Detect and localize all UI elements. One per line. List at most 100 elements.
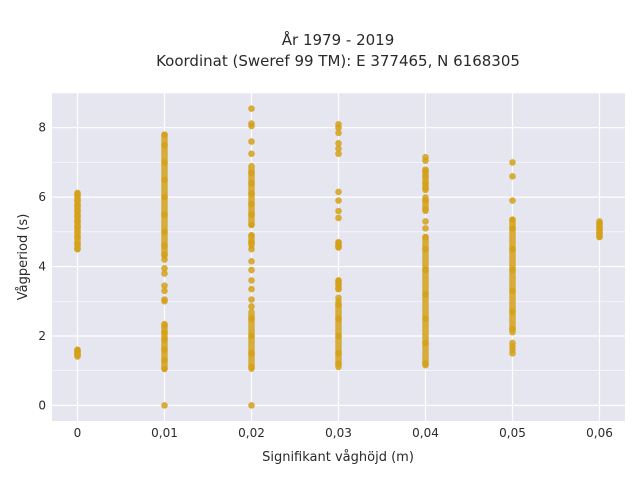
- data-point: [248, 190, 255, 197]
- data-point: [335, 214, 342, 222]
- data-point: [74, 233, 81, 241]
- data-point: [161, 282, 168, 289]
- data-point: [509, 325, 516, 333]
- data-point: [422, 245, 429, 253]
- y-tick-label: 2: [38, 329, 46, 343]
- data-point: [161, 296, 168, 303]
- data-point: [335, 277, 342, 284]
- data-point: [248, 221, 255, 229]
- data-point: [335, 294, 342, 302]
- data-point: [74, 346, 81, 354]
- y-axis-ticks: 0 2 4 6 8: [38, 121, 46, 413]
- data-point: [422, 360, 429, 368]
- data-point: [509, 216, 516, 223]
- data-point: [161, 402, 168, 409]
- data-point: [335, 150, 342, 158]
- data-point: [248, 179, 255, 187]
- data-point: [335, 120, 342, 128]
- data-point: [422, 173, 429, 180]
- data-point: [248, 150, 255, 158]
- data-point: [74, 189, 81, 197]
- x-axis-ticks: 0 0,01 0,02 0,03 0,04 0,05 0,06: [74, 426, 613, 440]
- chart-title-line2: Koordinat (Sweref 99 TM): E 377465, N 61…: [156, 52, 520, 70]
- data-point: [74, 223, 81, 230]
- data-point: [509, 287, 516, 295]
- data-point: [335, 301, 342, 309]
- data-point: [74, 197, 81, 204]
- data-point: [509, 173, 516, 180]
- data-point: [161, 228, 168, 236]
- x-tick-label: 0,02: [238, 426, 265, 440]
- data-point: [509, 266, 516, 274]
- x-tick-label: 0: [74, 426, 82, 440]
- data-point: [422, 185, 429, 192]
- data-point: [248, 238, 255, 246]
- data-point: [74, 218, 81, 225]
- data-point: [74, 245, 81, 253]
- data-point: [335, 140, 342, 147]
- data-point: [248, 232, 255, 239]
- data-point: [248, 211, 255, 218]
- data-point: [422, 205, 429, 213]
- y-tick-label: 0: [38, 398, 46, 412]
- data-point: [422, 197, 429, 204]
- data-point: [509, 197, 516, 204]
- y-tick-label: 6: [38, 190, 46, 204]
- data-points: [74, 105, 603, 409]
- y-tick-label: 8: [38, 121, 46, 135]
- data-point: [248, 277, 255, 284]
- data-point: [161, 270, 168, 277]
- data-point: [161, 264, 168, 272]
- data-point: [335, 129, 342, 137]
- data-point: [161, 329, 168, 336]
- data-point: [161, 242, 168, 250]
- data-point: [596, 218, 603, 225]
- data-point: [74, 207, 81, 215]
- data-point: [335, 188, 342, 196]
- data-point: [248, 285, 255, 293]
- x-tick-label: 0,06: [586, 426, 613, 440]
- data-point: [335, 145, 342, 152]
- data-point: [248, 315, 255, 322]
- data-point: [248, 245, 255, 253]
- x-tick-label: 0,04: [412, 426, 439, 440]
- data-point: [161, 365, 168, 373]
- data-point: [248, 120, 255, 127]
- data-point: [422, 153, 429, 161]
- chart-title-line1: År 1979 - 2019: [282, 30, 395, 49]
- data-point: [161, 336, 168, 343]
- data-point: [335, 360, 342, 368]
- data-point: [161, 356, 168, 364]
- data-point: [422, 339, 429, 347]
- data-point: [248, 138, 255, 145]
- data-point: [161, 141, 168, 149]
- data-point: [248, 363, 255, 371]
- data-point: [161, 256, 168, 263]
- data-point: [161, 131, 168, 138]
- data-point: [335, 332, 342, 340]
- data-point: [248, 303, 255, 310]
- data-point: [422, 291, 429, 298]
- data-point: [161, 346, 168, 354]
- data-point: [509, 225, 516, 232]
- data-point: [161, 193, 168, 201]
- data-point: [161, 176, 168, 184]
- data-point: [509, 245, 516, 253]
- data-point: [422, 266, 429, 274]
- x-tick-label: 0,03: [325, 426, 352, 440]
- data-point: [422, 315, 429, 322]
- data-point: [248, 105, 255, 112]
- data-point: [74, 212, 81, 220]
- data-point: [335, 350, 342, 357]
- data-point: [422, 218, 429, 225]
- data-point: [248, 258, 255, 265]
- data-point: [422, 233, 429, 241]
- data-point: [335, 207, 342, 215]
- data-point: [509, 159, 516, 166]
- x-tick-label: 0,01: [151, 426, 178, 440]
- data-point: [335, 315, 342, 322]
- data-point: [335, 238, 342, 246]
- data-point: [248, 350, 255, 357]
- data-point: [248, 266, 255, 274]
